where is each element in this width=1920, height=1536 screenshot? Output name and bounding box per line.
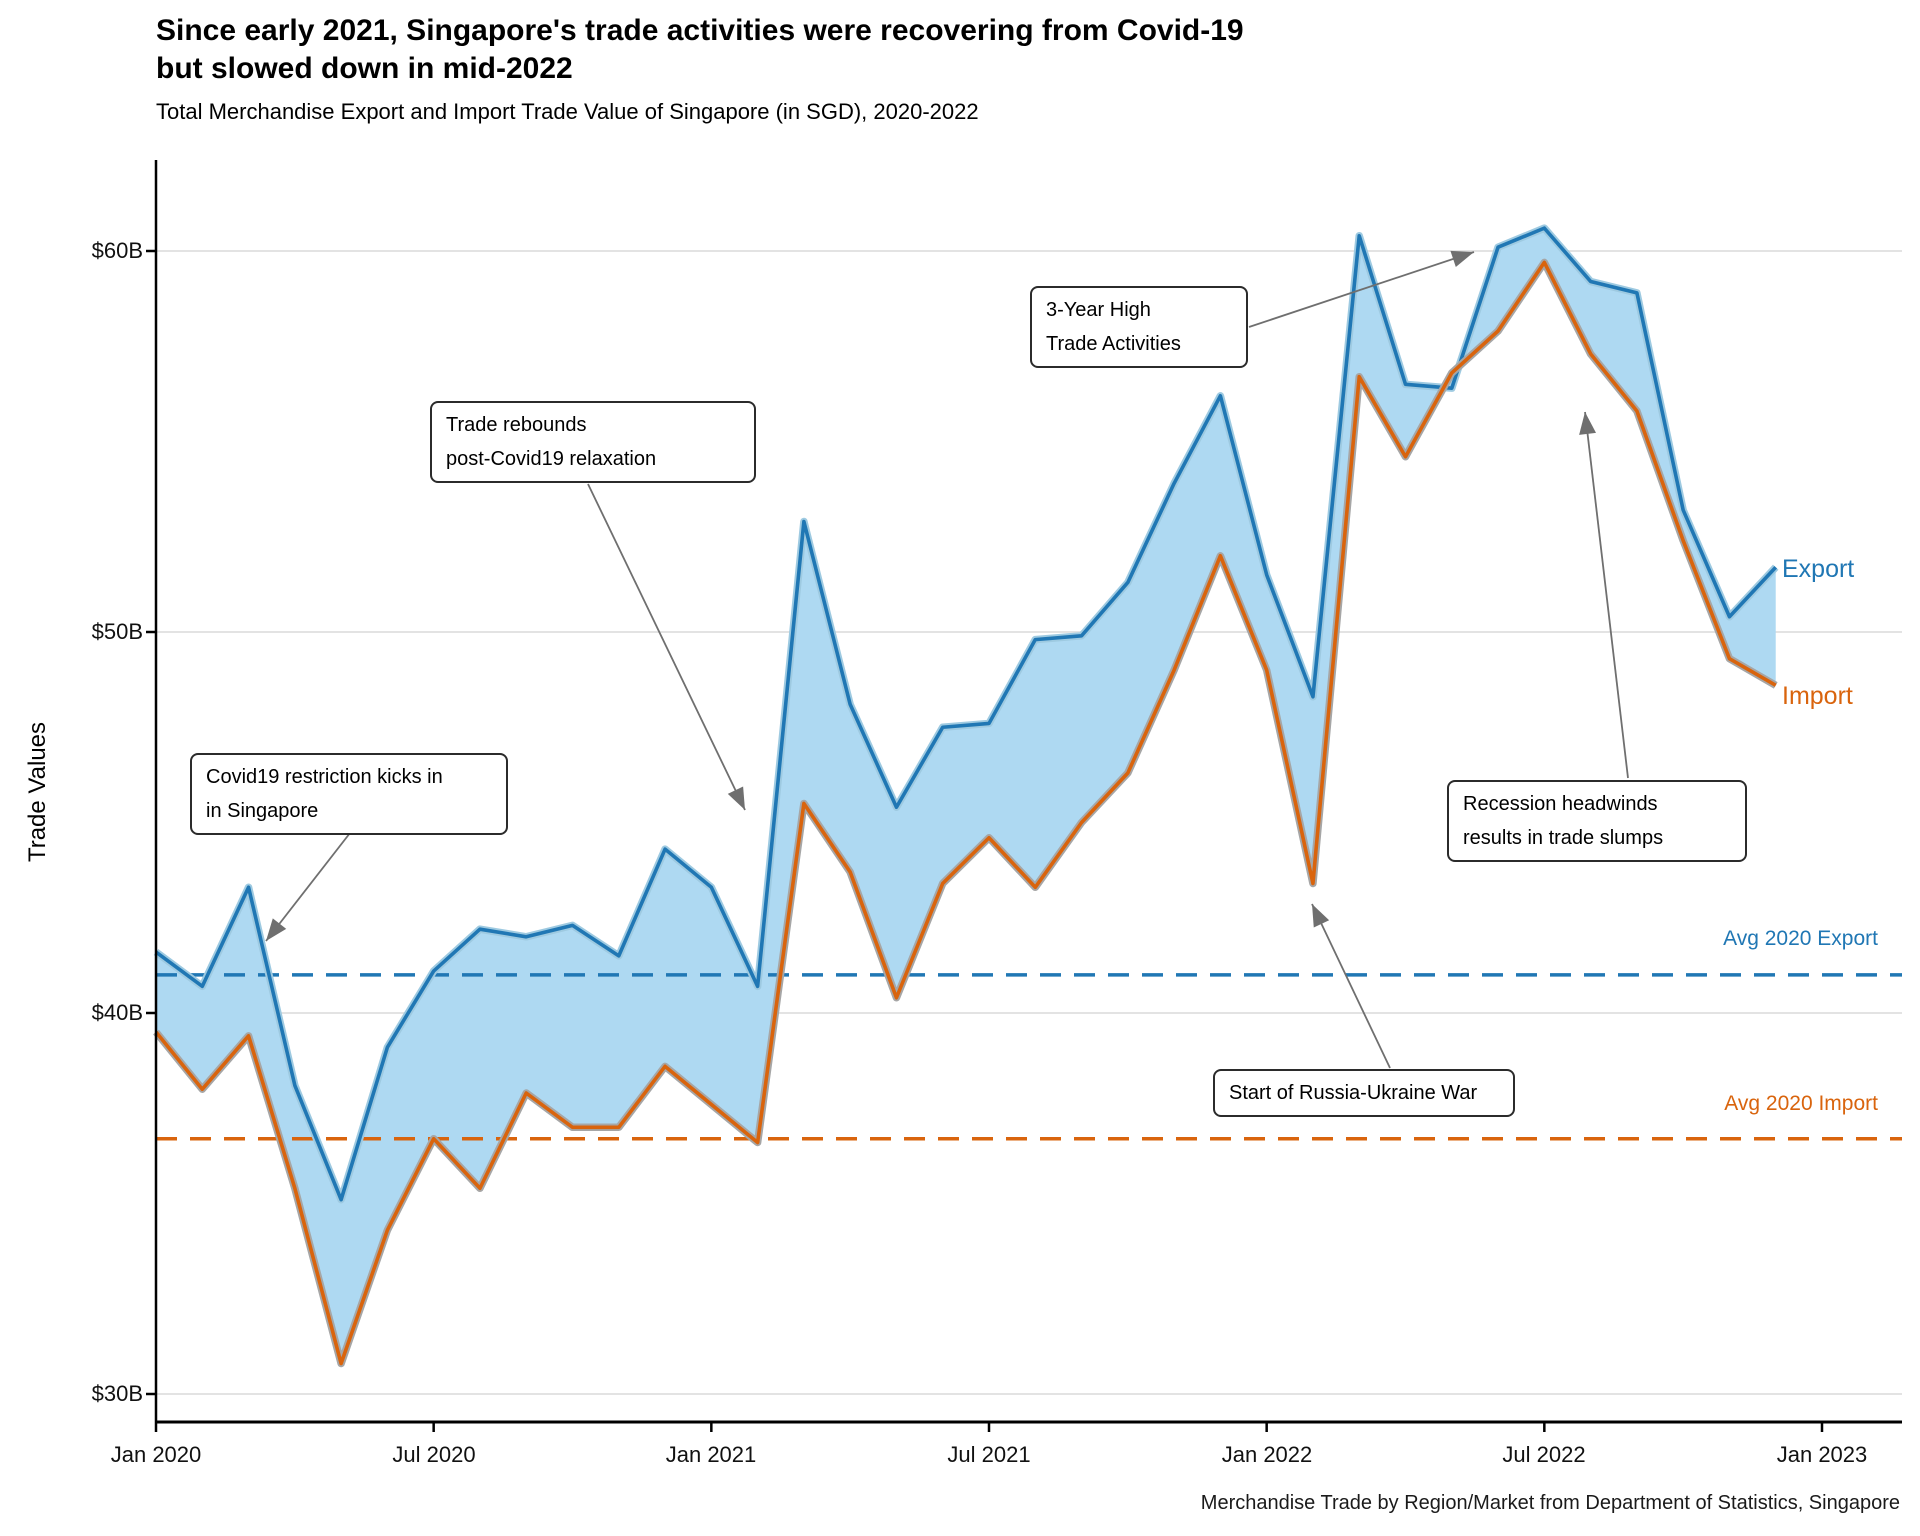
annotation-line: Recession headwinds [1463,793,1658,815]
annotation-arrow-rebounds [587,483,746,811]
annotation-line: 3-Year High [1046,299,1151,321]
annotation-line: in Singapore [206,800,319,822]
annotation-line: post-Covid19 relaxation [446,448,657,470]
x-tick-jul-2020: Jul 2020 [392,1442,476,1467]
annotation-covid-restriction: Covid19 restriction kicks in in Singapor… [190,753,508,835]
annotation-arrowhead-covid [266,918,287,941]
import-line [154,260,1777,1366]
annotation-arrowhead-russia [1312,904,1330,928]
avg-2020-import-label: Avg 2020 Import [1724,1092,1878,1115]
y-tick-50b: $50B [91,619,143,644]
annotation-arrowhead-high [1450,250,1474,268]
annotation-trade-rebounds: Trade rebounds post-Covid19 relaxation [430,401,756,483]
annotation-russia-ukraine-war: Start of Russia-Ukraine War [1213,1069,1515,1117]
x-tick-jan-2022: Jan 2022 [1221,1442,1313,1467]
chart-title: Since early 2021, Singapore's trade acti… [156,14,1244,85]
annotation-line: Trade rebounds [446,414,587,436]
annotation-arrowhead-rebounds [727,786,745,810]
annotation-line: results in trade slumps [1463,827,1664,849]
annotation-arrow-russia [1311,903,1391,1069]
avg-2020-export-label: Avg 2020 Export [1723,927,1878,950]
x-tick-jan-2020: Jan 2020 [110,1442,202,1467]
annotation-line: Covid19 restriction kicks in [206,766,443,788]
annotation-recession-headwinds: Recession headwinds results in trade slu… [1447,780,1747,862]
annotation-line: Start of Russia-Ukraine War [1229,1082,1478,1104]
import-line-label: Import [1782,682,1853,710]
source-caption: Merchandise Trade by Region/Market from … [1200,1492,1900,1514]
x-tick-jul-2021: Jul 2021 [947,1442,1031,1467]
annotation-arrow-covid [265,832,351,942]
annotation-arrowhead-recession [1579,412,1597,435]
annotation-arrow-high [1248,251,1475,328]
export-line-label: Export [1782,555,1855,583]
x-tick-jul-2022: Jul 2022 [1502,1442,1586,1467]
x-tick-jan-2021: Jan 2021 [665,1442,757,1467]
annotation-3-year-high: 3-Year High Trade Activities [1030,286,1248,368]
export-line [154,226,1778,1202]
export-import-gap-area [156,228,1776,1364]
y-tick-40b: $40B [91,1000,143,1025]
y-tick-60b: $60B [91,238,143,263]
y-tick-30b: $30B [91,1381,143,1406]
annotation-line: Trade Activities [1046,333,1181,355]
chart-subtitle: Total Merchandise Export and Import Trad… [156,99,979,124]
annotation-arrow-recession [1584,411,1629,779]
x-tick-jan-2023: Jan 2023 [1776,1442,1868,1467]
y-axis-title: Trade Values [24,721,51,863]
